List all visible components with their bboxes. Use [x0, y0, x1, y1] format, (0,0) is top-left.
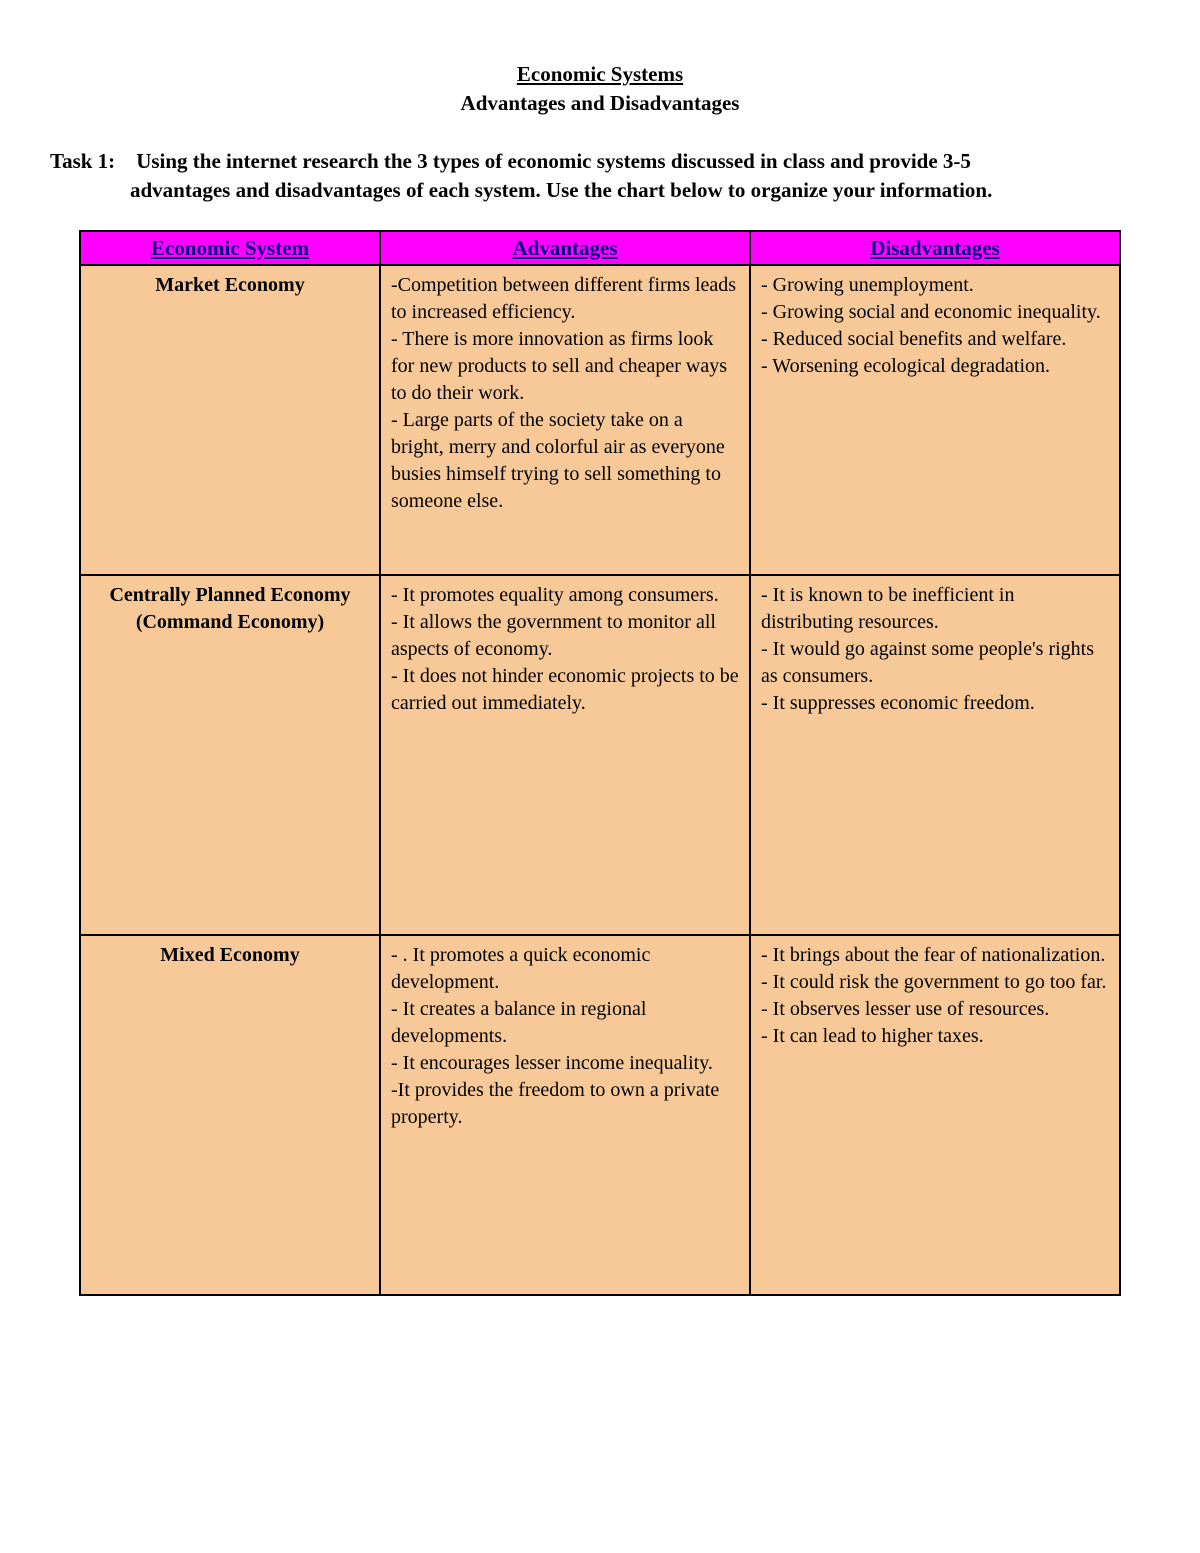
task-instructions: Task 1: Using the internet research the … — [50, 147, 1150, 206]
table-header-row: Economic System Advantages Disadvantages — [80, 231, 1120, 265]
advantages-cell: - . It promotes a quick economic develop… — [380, 935, 750, 1295]
col-header-system: Economic System — [80, 231, 380, 265]
system-name: Mixed Economy — [80, 935, 380, 1295]
task-label: Task 1: — [50, 149, 115, 173]
task-line-2: advantages and disadvantages of each sys… — [50, 176, 1150, 205]
col-header-advantages: Advantages — [380, 231, 750, 265]
table-row: Mixed Economy - . It promotes a quick ec… — [80, 935, 1120, 1295]
advantages-cell: - It promotes equality among consumers.-… — [380, 575, 750, 935]
task-line-1: Using the internet research the 3 types … — [136, 149, 971, 173]
page-subtitle: Advantages and Disadvantages — [50, 89, 1150, 118]
title-block: Economic Systems Advantages and Disadvan… — [50, 60, 1150, 119]
disadvantages-cell: - It is known to be inefficient in distr… — [750, 575, 1120, 935]
economic-systems-table: Economic System Advantages Disadvantages… — [79, 230, 1121, 1296]
table-row: Centrally Planned Economy (Command Econo… — [80, 575, 1120, 935]
table-row: Market Economy -Competition between diff… — [80, 265, 1120, 575]
advantages-cell: -Competition between different firms lea… — [380, 265, 750, 575]
page-title: Economic Systems — [50, 60, 1150, 89]
col-header-disadvantages: Disadvantages — [750, 231, 1120, 265]
disadvantages-cell: - It brings about the fear of nationaliz… — [750, 935, 1120, 1295]
system-name: Market Economy — [80, 265, 380, 575]
disadvantages-cell: - Growing unemployment.- Growing social … — [750, 265, 1120, 575]
system-name: Centrally Planned Economy (Command Econo… — [80, 575, 380, 935]
